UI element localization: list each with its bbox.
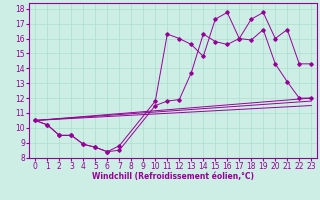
X-axis label: Windchill (Refroidissement éolien,°C): Windchill (Refroidissement éolien,°C): [92, 172, 254, 181]
